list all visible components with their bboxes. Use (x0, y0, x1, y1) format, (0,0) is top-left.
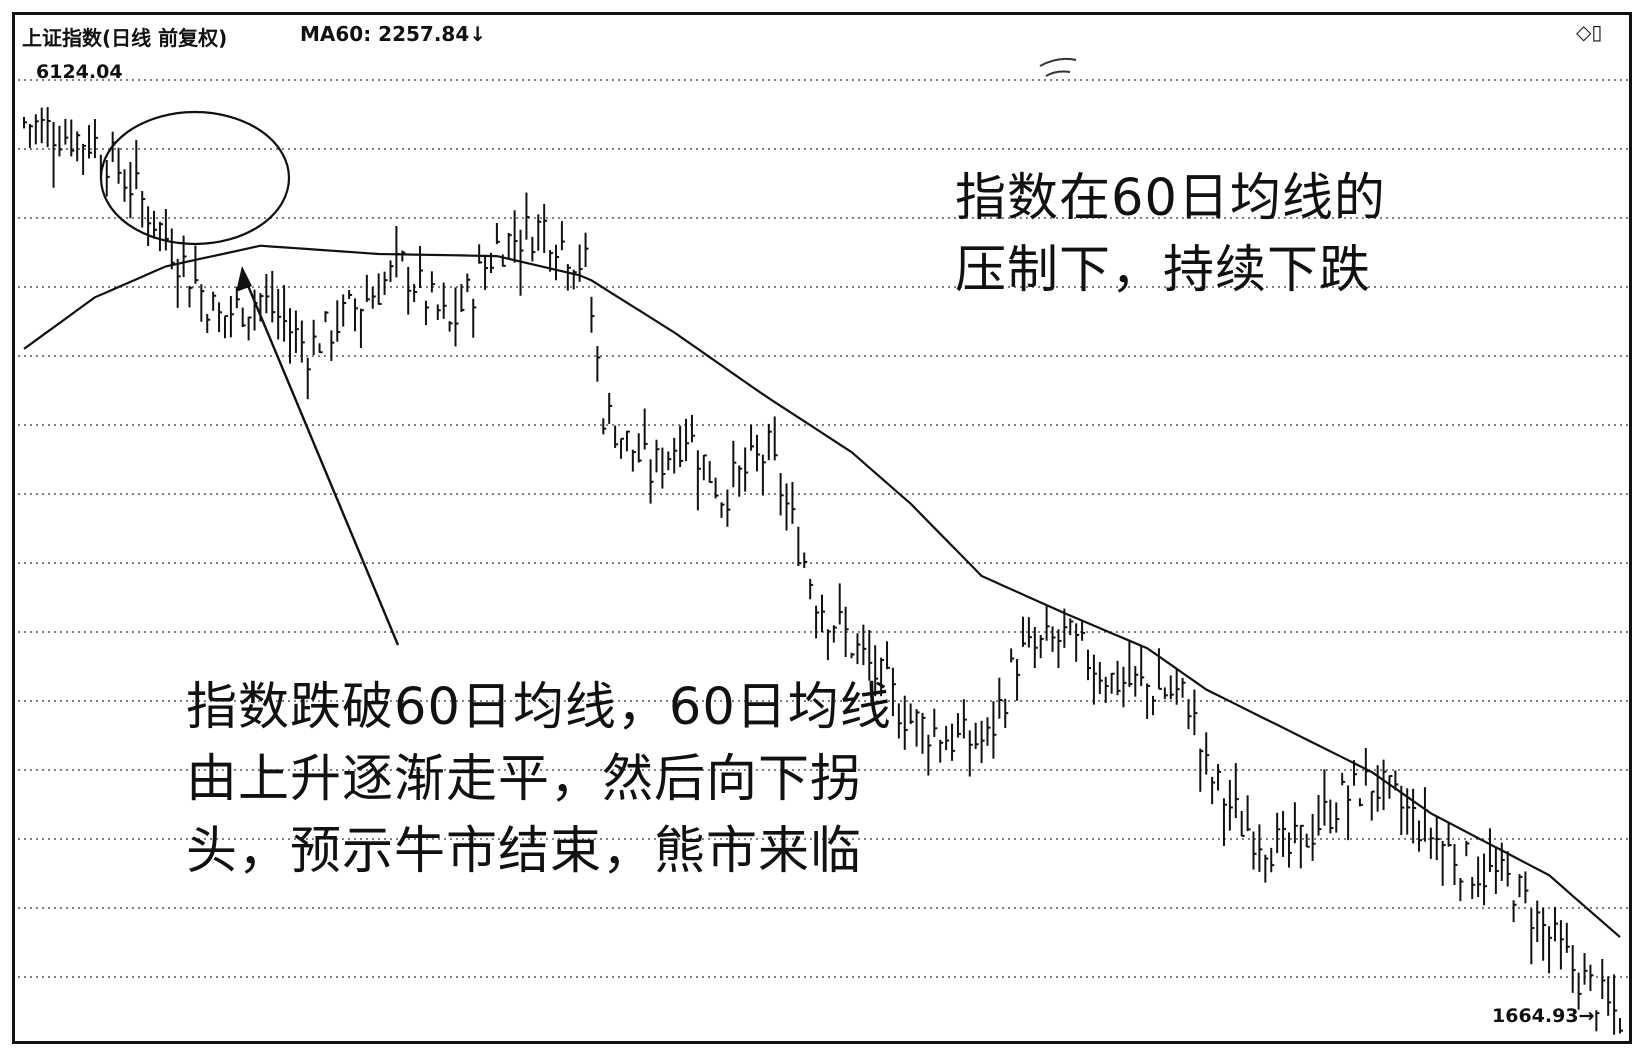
pointer-arrow-shaft (242, 275, 400, 646)
ma60-readout: MA60: 2257.84↓ (300, 22, 487, 46)
max-price-label: 6124.04 (36, 61, 123, 83)
annotation-top-line: 指数在60日均线的 (955, 169, 1386, 228)
annotation-bottom-line: 指数跌破60日均线，60日均线 (186, 678, 892, 737)
scribble-mark (1039, 57, 1077, 77)
highlight-ellipse (99, 110, 291, 246)
price-bars (23, 107, 1623, 1035)
annotation-top: 指数在60日均线的 压制下，持续下跌 (955, 163, 1475, 307)
annotation-bottom-line: 头，预示牛市结束，熊市来临 (186, 822, 863, 881)
chart-title: 上证指数(日线 前复权) (22, 26, 228, 50)
window-buttons[interactable]: ◇▯ (1576, 20, 1603, 44)
ma60-line (23, 244, 1621, 938)
annotation-bottom: 指数跌破60日均线，60日均线 由上升逐渐走平，然后向下拐 头，预示牛市结束，熊… (186, 672, 986, 888)
annotation-bottom-line: 由上升逐渐走平，然后向下拐 (186, 750, 863, 809)
min-price-label: 1664.93→ (1492, 1005, 1595, 1027)
pointer-arrowhead (236, 266, 252, 292)
annotation-top-line: 压制下，持续下跌 (955, 241, 1372, 300)
chart-frame (12, 12, 1632, 1044)
